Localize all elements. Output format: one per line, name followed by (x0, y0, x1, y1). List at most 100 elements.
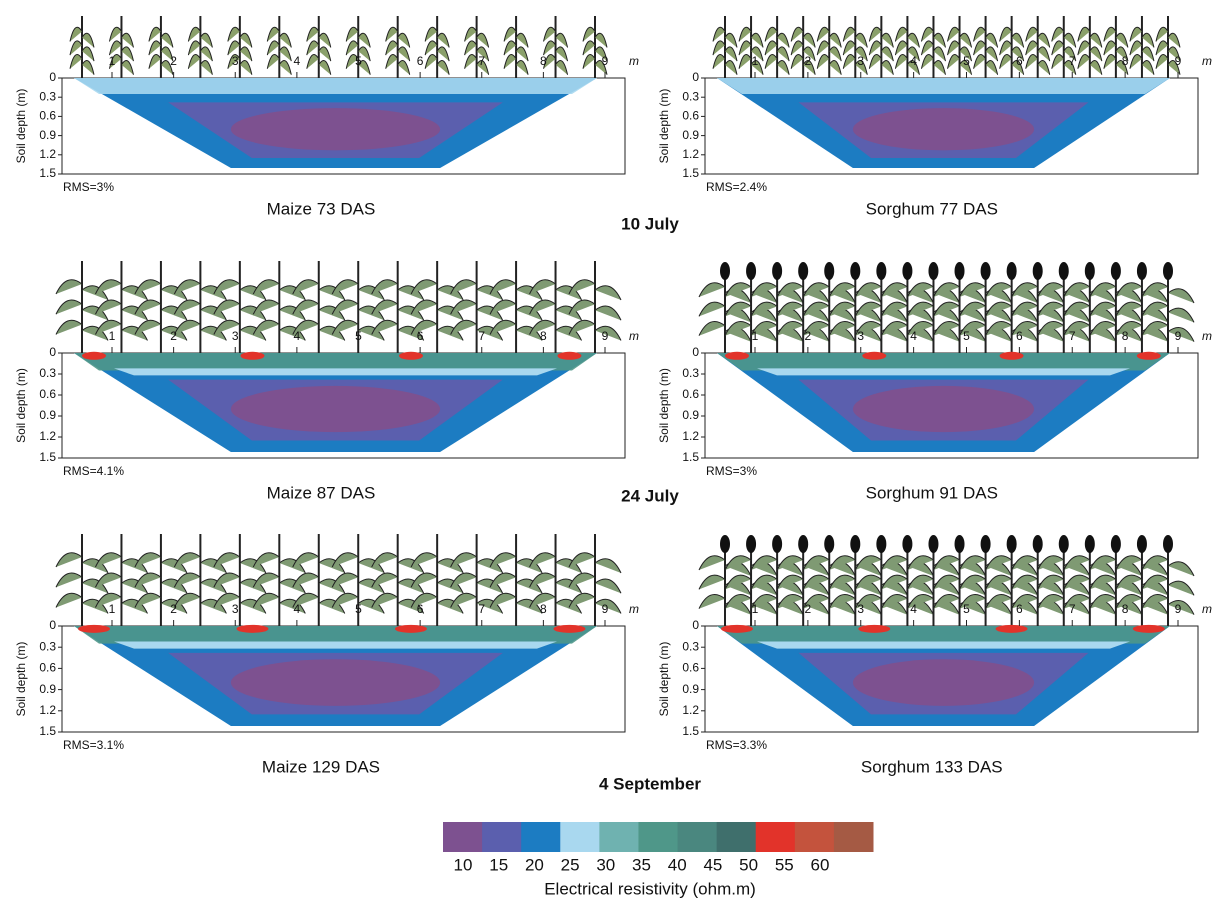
sorghum-head (1032, 262, 1043, 280)
plant-leaf (410, 572, 438, 588)
sorghum-head (928, 535, 939, 553)
plant-leaf (1051, 26, 1065, 42)
plant-leaf (854, 46, 868, 62)
plant-leaf (933, 574, 960, 590)
plant-leaf (279, 598, 306, 614)
sorghum-head (876, 535, 887, 553)
colorbar-tick-label: 30 (596, 855, 615, 874)
sorghum-head (1163, 535, 1173, 553)
plant-leaf (959, 555, 986, 571)
plant-leaf (1129, 54, 1143, 69)
rms-label: RMS=2.4% (706, 180, 767, 194)
plant-leaf (200, 325, 227, 341)
x-unit-label: m (629, 329, 639, 343)
plant-leaf (1155, 26, 1169, 42)
plant-leaf (81, 305, 109, 321)
plant-leaf (776, 32, 790, 48)
plant-leaf (213, 319, 241, 335)
x-unit-label: m (629, 602, 639, 616)
plant-leaf (424, 26, 438, 42)
plant-leaf (985, 46, 999, 62)
x-tick-label: 8 (540, 329, 547, 343)
x-tick-label: 4 (294, 602, 301, 616)
sorghum-head (1110, 535, 1121, 553)
plant-leaf (200, 598, 227, 614)
plant-leaf (764, 54, 778, 69)
colorbar-tick-label: 45 (703, 855, 722, 874)
resistivity-zone (230, 659, 441, 706)
x-tick-label: 7 (1069, 602, 1076, 616)
plant-leaf (999, 40, 1013, 56)
plant-leaf (906, 60, 920, 75)
y-tick-label: 0.3 (39, 366, 56, 380)
plant-leaf (880, 321, 908, 336)
plant-leaf (134, 552, 162, 568)
plant-leaf (1089, 321, 1117, 336)
plant-leaf (1011, 282, 1039, 298)
plant-leaf (173, 319, 201, 335)
plant-leaf (880, 301, 908, 317)
plant-leaf (252, 592, 280, 608)
y-tick-label: 1.2 (682, 703, 699, 717)
plant-leaf (712, 54, 726, 69)
x-unit-label: m (1202, 54, 1212, 68)
plant-leaf (880, 60, 894, 75)
plant-leaf (543, 54, 556, 69)
sorghum-head (876, 262, 887, 280)
plant-leaf (880, 555, 908, 571)
resistivity-zone (240, 351, 265, 360)
x-tick-label: 7 (478, 329, 485, 343)
plant-leaf (476, 558, 504, 574)
plant-leaf (200, 305, 227, 321)
plant-leaf (148, 26, 162, 42)
x-tick-label: 3 (857, 54, 864, 68)
colorbar-swatch (560, 822, 600, 852)
panel-title: Sorghum 91 DAS (866, 483, 998, 502)
sorghum-head (980, 535, 991, 553)
resistivity-zone (553, 624, 586, 633)
plant-leaf (410, 319, 438, 335)
plant-leaf (555, 46, 569, 62)
sorghum-head (1084, 262, 1095, 280)
plant-leaf (698, 282, 726, 298)
plant-leaf (173, 592, 201, 608)
sorghum-head (772, 535, 783, 553)
y-tick-label: 1.5 (39, 166, 56, 180)
plant-leaf (999, 54, 1013, 69)
sorghum-head (1058, 262, 1069, 280)
plant-leaf (489, 572, 517, 588)
resistivity-zone (114, 641, 557, 649)
colorbar-swatch (599, 822, 639, 852)
plant-leaf (920, 26, 934, 42)
plant-leaf (95, 279, 122, 295)
plant-leaf (173, 552, 201, 568)
plant-leaf (828, 321, 856, 336)
resistivity-zone (717, 353, 1170, 371)
plant-leaf (292, 319, 320, 335)
panel: 0 0.3 0.6 0.9 1.2 1.5 Soil depth (m) 1 2 3 4 5 6 7 8 9 m… (657, 535, 1212, 776)
plant-leaf (907, 282, 934, 298)
resistivity-zone (557, 351, 582, 360)
plant-leaf (292, 299, 320, 315)
y-tick-label: 0 (49, 70, 56, 84)
plant-leaf (1155, 54, 1169, 69)
plant-leaf (450, 279, 477, 295)
resistivity-zone (230, 385, 441, 433)
plant-leaf (1115, 574, 1143, 590)
plant-leaf (397, 46, 411, 62)
plant-leaf (489, 279, 517, 295)
plant-leaf (345, 54, 359, 69)
plant-leaf (854, 60, 868, 75)
plant-leaf (292, 592, 320, 608)
plant-leaf (959, 301, 986, 317)
plant-leaf (397, 578, 425, 594)
plant-leaf (278, 60, 292, 75)
plant-leaf (1089, 301, 1117, 317)
plant-leaf (828, 574, 856, 590)
plant-leaf (959, 574, 986, 590)
plant-leaf (802, 574, 830, 590)
panel: 0 0.3 0.6 0.9 1.2 1.5 Soil depth (m) 1 2 3 4 5 6 7 8 9 m… (14, 16, 639, 218)
plant-leaf (489, 319, 517, 335)
plant-leaf (331, 279, 359, 295)
plant-leaf (200, 285, 227, 301)
